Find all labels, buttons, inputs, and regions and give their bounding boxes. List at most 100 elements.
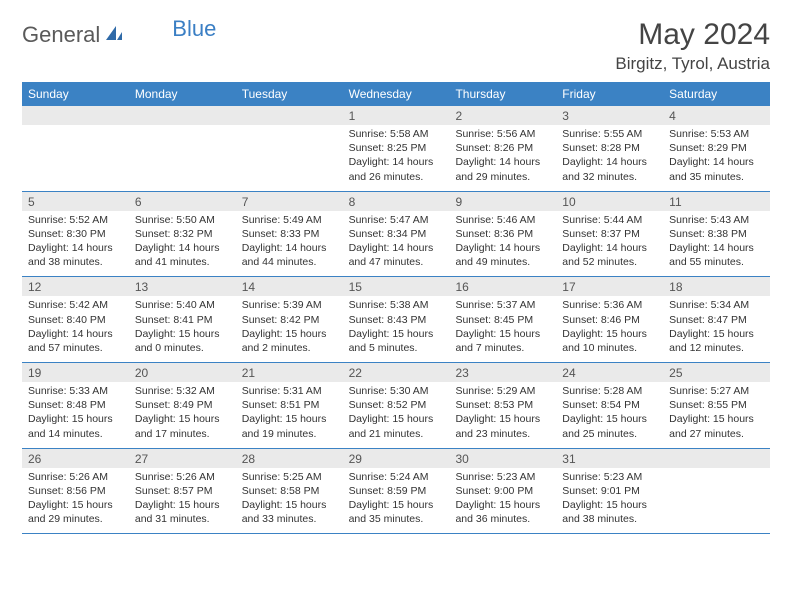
sunset-text: Sunset: 8:43 PM — [349, 313, 444, 327]
sunrise-text: Sunrise: 5:53 AM — [669, 127, 764, 141]
sunset-text: Sunset: 8:30 PM — [28, 227, 123, 241]
sunrise-text: Sunrise: 5:30 AM — [349, 384, 444, 398]
day-cell: Sunrise: 5:56 AMSunset: 8:26 PMDaylight:… — [449, 125, 556, 191]
sunrise-text: Sunrise: 5:37 AM — [455, 298, 550, 312]
sunset-text: Sunset: 8:59 PM — [349, 484, 444, 498]
daylight-text: Daylight: 14 hours and 38 minutes. — [28, 241, 123, 269]
daylight-text: Daylight: 14 hours and 35 minutes. — [669, 155, 764, 183]
day-cell: Sunrise: 5:27 AMSunset: 8:55 PMDaylight:… — [663, 382, 770, 448]
sunrise-text: Sunrise: 5:47 AM — [349, 213, 444, 227]
day-cell — [22, 125, 129, 191]
sunset-text: Sunset: 8:53 PM — [455, 398, 550, 412]
weekday-cell: Thursday — [449, 82, 556, 106]
day-number: 13 — [129, 277, 236, 296]
sunrise-text: Sunrise: 5:43 AM — [669, 213, 764, 227]
weekday-cell: Monday — [129, 82, 236, 106]
sunset-text: Sunset: 8:56 PM — [28, 484, 123, 498]
day-cell: Sunrise: 5:32 AMSunset: 8:49 PMDaylight:… — [129, 382, 236, 448]
day-number — [129, 106, 236, 125]
daylight-text: Daylight: 15 hours and 19 minutes. — [242, 412, 337, 440]
week-body-row: Sunrise: 5:26 AMSunset: 8:56 PMDaylight:… — [22, 468, 770, 535]
sunset-text: Sunset: 8:26 PM — [455, 141, 550, 155]
sunrise-text: Sunrise: 5:42 AM — [28, 298, 123, 312]
day-number: 31 — [556, 449, 663, 468]
daylight-text: Daylight: 15 hours and 10 minutes. — [562, 327, 657, 355]
sunrise-text: Sunrise: 5:23 AM — [455, 470, 550, 484]
sunset-text: Sunset: 8:33 PM — [242, 227, 337, 241]
day-number: 23 — [449, 363, 556, 382]
day-cell — [663, 468, 770, 534]
day-number: 9 — [449, 192, 556, 211]
sunrise-text: Sunrise: 5:36 AM — [562, 298, 657, 312]
day-cell: Sunrise: 5:28 AMSunset: 8:54 PMDaylight:… — [556, 382, 663, 448]
sunrise-text: Sunrise: 5:49 AM — [242, 213, 337, 227]
day-cell: Sunrise: 5:52 AMSunset: 8:30 PMDaylight:… — [22, 211, 129, 277]
daylight-text: Daylight: 15 hours and 33 minutes. — [242, 498, 337, 526]
daylight-text: Daylight: 15 hours and 17 minutes. — [135, 412, 230, 440]
day-cell: Sunrise: 5:46 AMSunset: 8:36 PMDaylight:… — [449, 211, 556, 277]
daylight-text: Daylight: 15 hours and 21 minutes. — [349, 412, 444, 440]
daylight-text: Daylight: 15 hours and 38 minutes. — [562, 498, 657, 526]
sunrise-text: Sunrise: 5:24 AM — [349, 470, 444, 484]
day-number: 3 — [556, 106, 663, 125]
weekday-header-row: SundayMondayTuesdayWednesdayThursdayFrid… — [22, 82, 770, 106]
sunset-text: Sunset: 8:48 PM — [28, 398, 123, 412]
weeks-container: 1234Sunrise: 5:58 AMSunset: 8:25 PMDayli… — [22, 106, 770, 534]
day-number-row: 19202122232425 — [22, 363, 770, 382]
daylight-text: Daylight: 15 hours and 2 minutes. — [242, 327, 337, 355]
daylight-text: Daylight: 14 hours and 26 minutes. — [349, 155, 444, 183]
day-number: 1 — [343, 106, 450, 125]
day-cell: Sunrise: 5:24 AMSunset: 8:59 PMDaylight:… — [343, 468, 450, 534]
sunset-text: Sunset: 8:54 PM — [562, 398, 657, 412]
day-number — [22, 106, 129, 125]
daylight-text: Daylight: 15 hours and 5 minutes. — [349, 327, 444, 355]
day-cell: Sunrise: 5:40 AMSunset: 8:41 PMDaylight:… — [129, 296, 236, 362]
sunset-text: Sunset: 8:52 PM — [349, 398, 444, 412]
sunset-text: Sunset: 8:36 PM — [455, 227, 550, 241]
day-number: 27 — [129, 449, 236, 468]
day-cell: Sunrise: 5:31 AMSunset: 8:51 PMDaylight:… — [236, 382, 343, 448]
title-block: May 2024 Birgitz, Tyrol, Austria — [615, 18, 770, 74]
day-cell: Sunrise: 5:53 AMSunset: 8:29 PMDaylight:… — [663, 125, 770, 191]
day-cell: Sunrise: 5:34 AMSunset: 8:47 PMDaylight:… — [663, 296, 770, 362]
day-number-row: 567891011 — [22, 192, 770, 211]
day-number: 5 — [22, 192, 129, 211]
day-number: 19 — [22, 363, 129, 382]
day-number: 16 — [449, 277, 556, 296]
day-cell: Sunrise: 5:50 AMSunset: 8:32 PMDaylight:… — [129, 211, 236, 277]
weekday-cell: Saturday — [663, 82, 770, 106]
sunset-text: Sunset: 8:32 PM — [135, 227, 230, 241]
sunset-text: Sunset: 8:42 PM — [242, 313, 337, 327]
daylight-text: Daylight: 14 hours and 55 minutes. — [669, 241, 764, 269]
daylight-text: Daylight: 15 hours and 35 minutes. — [349, 498, 444, 526]
sunrise-text: Sunrise: 5:25 AM — [242, 470, 337, 484]
day-cell: Sunrise: 5:26 AMSunset: 8:56 PMDaylight:… — [22, 468, 129, 534]
day-number: 24 — [556, 363, 663, 382]
day-cell: Sunrise: 5:29 AMSunset: 8:53 PMDaylight:… — [449, 382, 556, 448]
day-cell: Sunrise: 5:23 AMSunset: 9:01 PMDaylight:… — [556, 468, 663, 534]
day-cell: Sunrise: 5:30 AMSunset: 8:52 PMDaylight:… — [343, 382, 450, 448]
logo: General Blue — [22, 18, 216, 48]
sunset-text: Sunset: 8:51 PM — [242, 398, 337, 412]
daylight-text: Daylight: 14 hours and 32 minutes. — [562, 155, 657, 183]
week-body-row: Sunrise: 5:42 AMSunset: 8:40 PMDaylight:… — [22, 296, 770, 363]
day-cell: Sunrise: 5:43 AMSunset: 8:38 PMDaylight:… — [663, 211, 770, 277]
sunrise-text: Sunrise: 5:44 AM — [562, 213, 657, 227]
daylight-text: Daylight: 15 hours and 27 minutes. — [669, 412, 764, 440]
calendar: SundayMondayTuesdayWednesdayThursdayFrid… — [22, 82, 770, 534]
day-cell: Sunrise: 5:44 AMSunset: 8:37 PMDaylight:… — [556, 211, 663, 277]
daylight-text: Daylight: 14 hours and 49 minutes. — [455, 241, 550, 269]
day-cell: Sunrise: 5:42 AMSunset: 8:40 PMDaylight:… — [22, 296, 129, 362]
sunrise-text: Sunrise: 5:39 AM — [242, 298, 337, 312]
day-number — [236, 106, 343, 125]
sunrise-text: Sunrise: 5:52 AM — [28, 213, 123, 227]
sunset-text: Sunset: 8:57 PM — [135, 484, 230, 498]
daylight-text: Daylight: 14 hours and 57 minutes. — [28, 327, 123, 355]
daylight-text: Daylight: 14 hours and 52 minutes. — [562, 241, 657, 269]
sunset-text: Sunset: 8:55 PM — [669, 398, 764, 412]
day-number: 12 — [22, 277, 129, 296]
sunset-text: Sunset: 8:46 PM — [562, 313, 657, 327]
day-number: 11 — [663, 192, 770, 211]
day-number: 6 — [129, 192, 236, 211]
daylight-text: Daylight: 15 hours and 31 minutes. — [135, 498, 230, 526]
